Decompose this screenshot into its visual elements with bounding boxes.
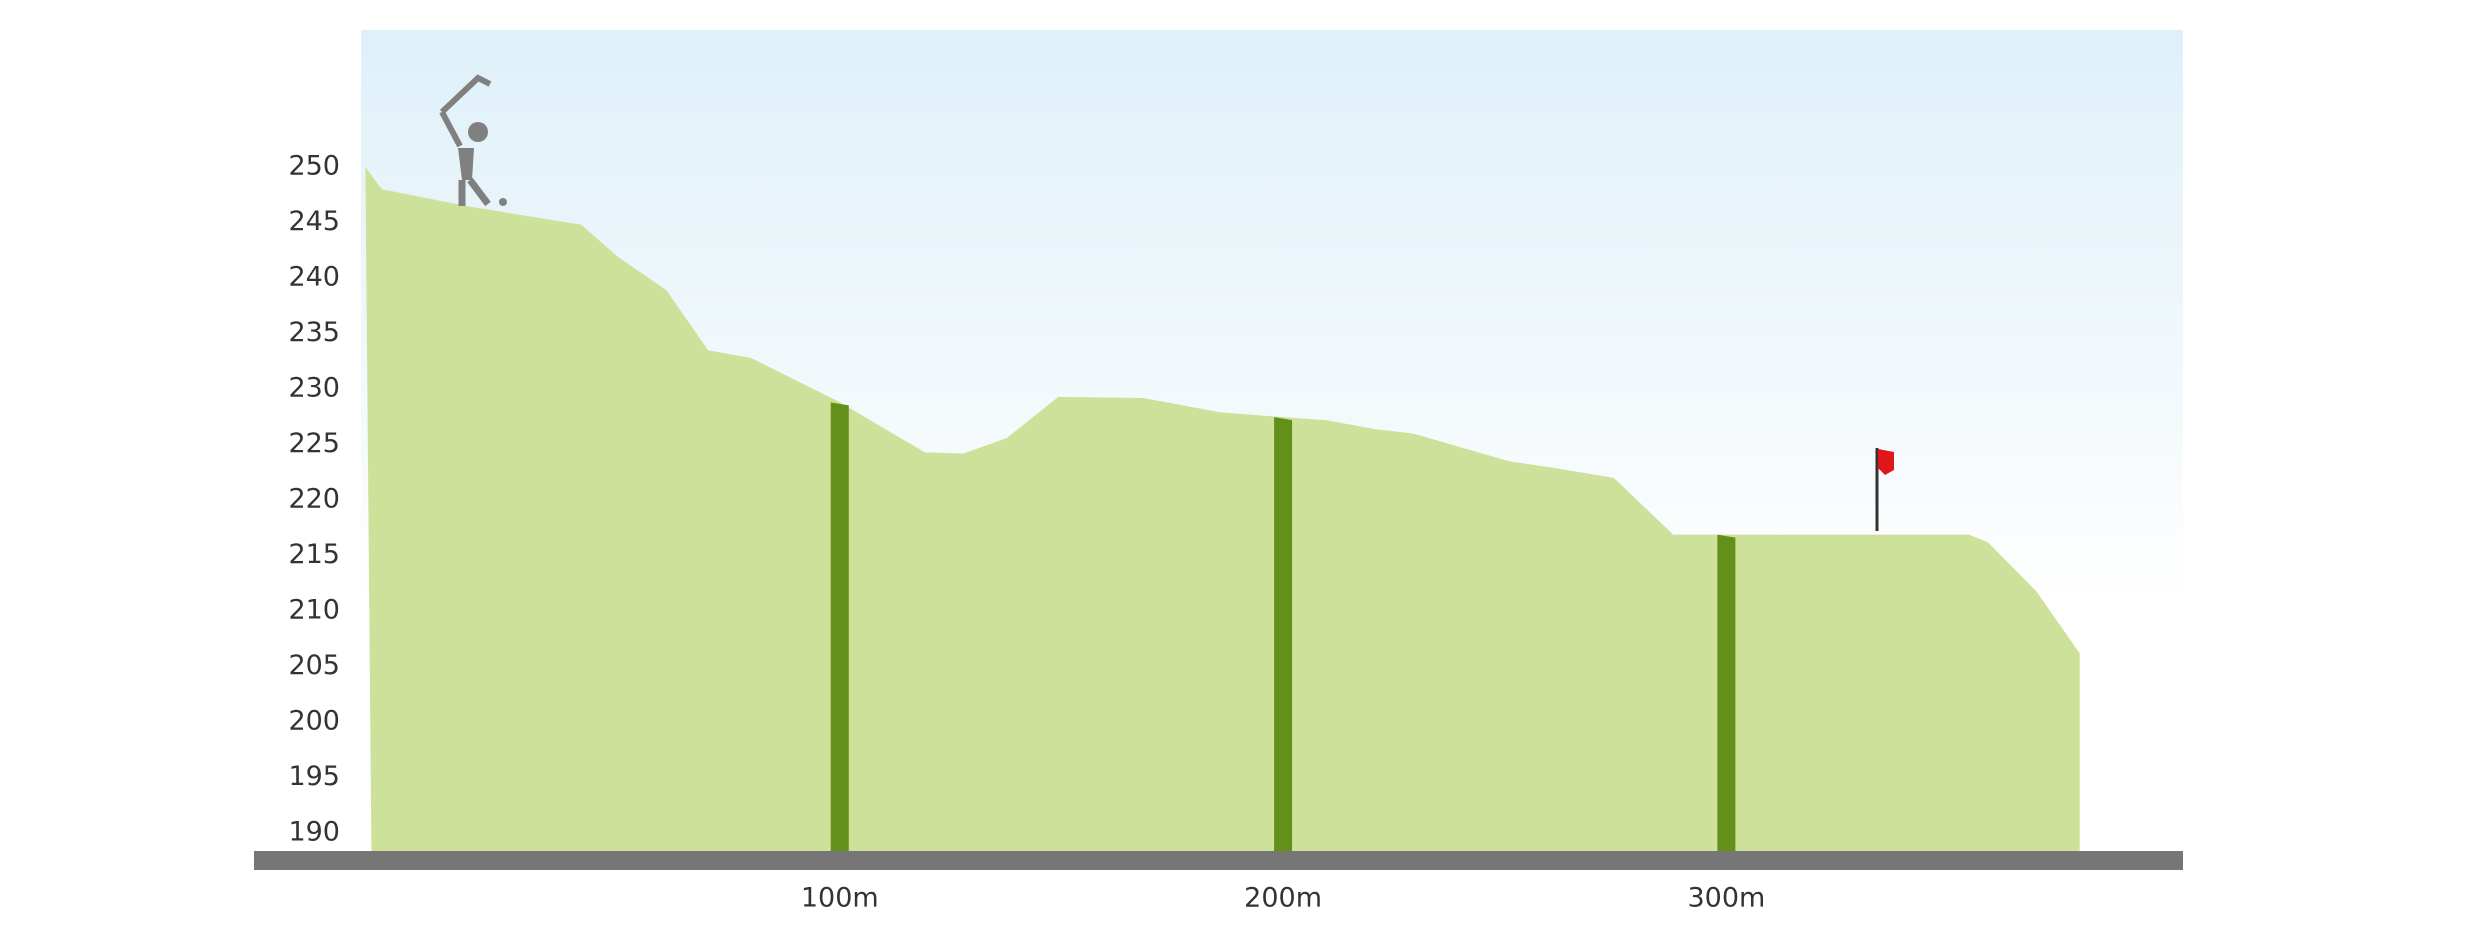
y-tick-label: 245 [288, 206, 340, 237]
x-tick-label: 300m [1687, 883, 1765, 914]
y-tick-label: 220 [288, 484, 340, 515]
elevation-area [365, 167, 2080, 852]
distance-marker [1717, 534, 1736, 851]
y-tick-label: 205 [288, 650, 340, 681]
golfer-icon [439, 74, 507, 207]
y-tick-label: 195 [288, 761, 340, 792]
y-tick-label: 230 [288, 373, 340, 404]
y-tick-label: 235 [288, 317, 340, 348]
y-tick-label: 240 [288, 262, 340, 293]
y-tick-label: 215 [288, 539, 340, 570]
y-tick-label: 200 [288, 706, 340, 737]
y-tick-label: 210 [288, 595, 340, 626]
flag-icon [1875, 448, 1894, 531]
y-tick-label: 250 [288, 151, 340, 182]
ground-bar [254, 851, 2183, 870]
plot-area [365, 167, 2080, 852]
x-tick-label: 100m [801, 883, 879, 914]
y-tick-label: 225 [288, 428, 340, 459]
distance-marker [1274, 417, 1293, 851]
y-tick-label: 190 [288, 817, 340, 848]
distance-marker [830, 402, 849, 851]
x-tick-label: 200m [1244, 883, 1322, 914]
